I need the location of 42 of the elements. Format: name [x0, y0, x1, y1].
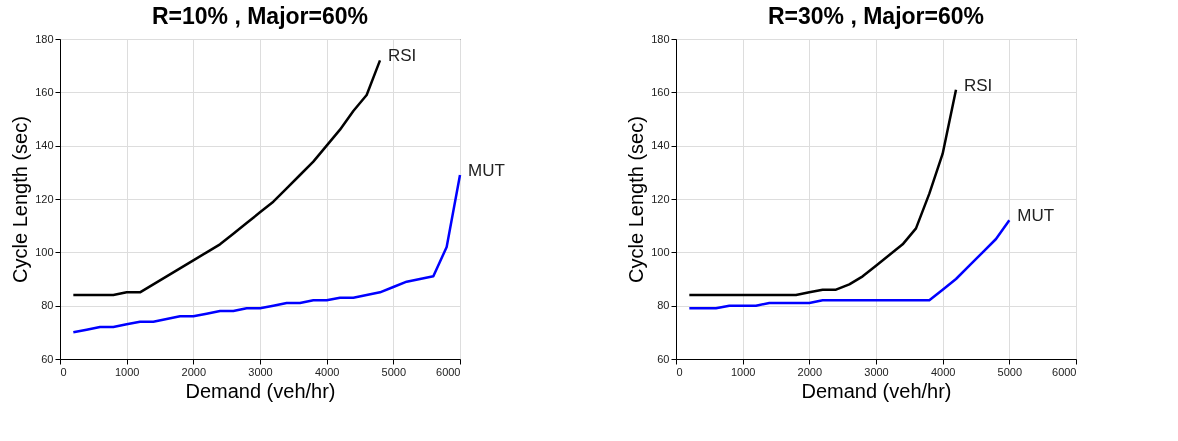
y-tick-label: 120	[651, 192, 670, 205]
x-tick-label: 4000	[930, 365, 956, 378]
y-tick-label: 140	[651, 139, 670, 152]
y-tick-label: 80	[657, 299, 670, 312]
y-tick-label: 140	[35, 139, 54, 152]
x-axis-title: Demand (veh/hr)	[801, 379, 952, 402]
line-series	[72, 173, 462, 334]
chart-title: R=30% , Major=60%	[767, 3, 985, 29]
x-tick-label: 3000	[864, 365, 889, 378]
y-tick-label: 100	[35, 245, 54, 258]
x-tick-label: 1000	[114, 365, 140, 378]
y-tick-label: 180	[35, 32, 54, 45]
line-series	[72, 59, 382, 297]
y-tick-label: 120	[35, 192, 54, 205]
x-tick-label: 0	[60, 365, 67, 378]
y-tick-label: 100	[651, 245, 670, 258]
x-tick-label: 3000	[248, 365, 273, 378]
series-label: RSI	[964, 75, 993, 95]
y-axis-title: Cycle Length (sec)	[625, 116, 648, 283]
x-tick-label: 5000	[997, 365, 1023, 378]
x-tick-label: 2000	[797, 365, 823, 378]
y-tick-label: 160	[651, 85, 670, 98]
x-tick-label: 4000	[314, 365, 340, 378]
y-axis-title: Cycle Length (sec)	[9, 116, 32, 283]
x-tick-label: 6000	[1052, 365, 1077, 378]
x-tick-label: 6000	[436, 365, 461, 378]
x-axis-title: Demand (veh/hr)	[185, 379, 336, 402]
series-label: MUT	[1017, 206, 1055, 226]
line-series	[688, 88, 958, 297]
x-tick-label: 5000	[381, 365, 407, 378]
y-tick-label: 80	[41, 299, 54, 312]
chart-title: R=10% , Major=60%	[151, 3, 369, 29]
y-tick-label: 160	[35, 85, 54, 98]
x-tick-label: 0	[676, 365, 683, 378]
series-label: RSI	[388, 46, 417, 66]
y-tick-label: 60	[657, 352, 670, 365]
line-series	[688, 219, 1011, 310]
x-tick-label: 2000	[181, 365, 207, 378]
series-label: MUT	[468, 161, 505, 180]
y-tick-label: 180	[651, 32, 670, 45]
y-tick-label: 60	[41, 352, 54, 365]
x-tick-label: 1000	[730, 365, 756, 378]
